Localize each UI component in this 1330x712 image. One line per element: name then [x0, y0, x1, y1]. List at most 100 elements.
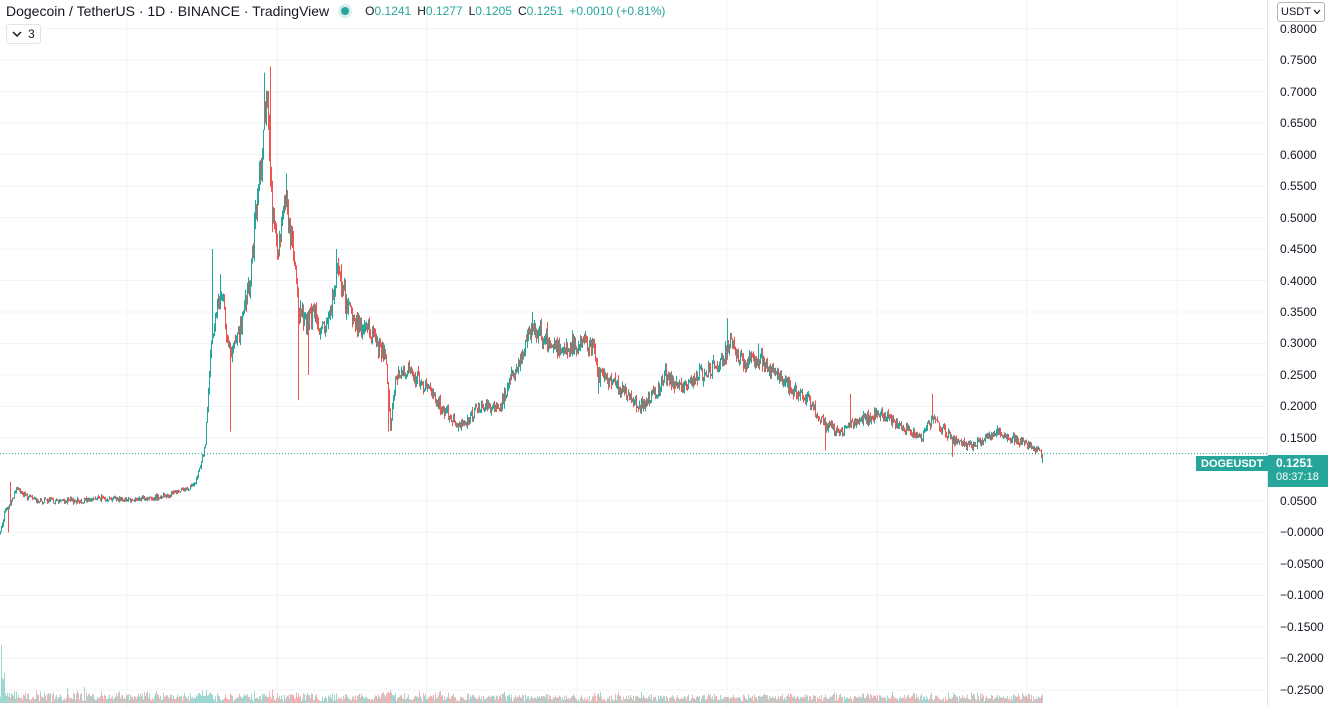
candle-body: [778, 373, 779, 380]
volume-bar: [434, 699, 435, 703]
candle-body: [752, 353, 753, 355]
candle-body: [704, 374, 705, 379]
price-tick-label: −0.1500: [1280, 619, 1324, 634]
candle-body: [460, 423, 461, 428]
candle-body: [867, 413, 868, 422]
volume-bar: [724, 697, 725, 703]
candle-body: [78, 498, 79, 502]
candle-body: [651, 391, 652, 402]
volume-bar: [808, 700, 809, 703]
volume-bar: [179, 695, 180, 703]
volume-bar: [455, 697, 456, 703]
volume-bar: [626, 695, 627, 703]
volume-bar: [844, 696, 845, 703]
candle-body: [198, 472, 199, 478]
candle-body: [495, 404, 496, 408]
candle-body: [644, 403, 645, 409]
candle-body: [66, 501, 67, 503]
volume-bar: [853, 698, 854, 703]
candle-body: [409, 365, 410, 370]
currency-select-button[interactable]: USDT: [1277, 2, 1325, 22]
candle-body: [443, 407, 444, 410]
volume-bar: [1000, 697, 1001, 703]
candle-body: [133, 500, 134, 502]
volume-bar: [932, 699, 933, 703]
candle-body: [617, 379, 618, 384]
candle-body: [643, 402, 644, 408]
candle-body: [667, 376, 668, 382]
volume-bar: [262, 693, 263, 703]
volume-bar: [521, 698, 522, 703]
candle-body: [954, 436, 955, 445]
candle-body: [298, 288, 299, 309]
candle-body: [857, 419, 858, 423]
volume-bar: [755, 697, 756, 703]
candle-body: [281, 217, 282, 241]
candle-body: [984, 439, 985, 441]
volume-bar: [261, 699, 262, 703]
candle-body: [530, 330, 531, 337]
market-status-icon[interactable]: [341, 7, 350, 15]
candle-body: [653, 389, 654, 394]
volume-bar: [312, 693, 313, 703]
volume-bar: [568, 697, 569, 703]
candle-body: [123, 500, 124, 502]
volume-bar: [790, 693, 791, 703]
volume-bar: [617, 695, 618, 703]
candle-body: [1014, 436, 1015, 443]
candle-body: [188, 490, 189, 492]
volume-bar: [694, 698, 695, 703]
volume-bar: [29, 699, 30, 703]
volume-bar: [633, 695, 634, 703]
price-tick-label: 0.2500: [1280, 367, 1317, 382]
volume-bar: [1030, 698, 1031, 703]
candle-body: [824, 420, 825, 422]
candle-body: [252, 253, 253, 260]
volume-bar: [422, 701, 423, 703]
price-tick-label: 0.8000: [1280, 21, 1317, 36]
candle-body: [315, 308, 316, 318]
volume-bar: [117, 696, 118, 703]
candle-body: [269, 120, 270, 158]
candlestick-chart[interactable]: [0, 0, 1267, 707]
volume-bar: [286, 696, 287, 703]
candle-body: [367, 327, 368, 330]
price-axis[interactable]: 0.8000 0.7500 0.7000 0.6500 0.6000 0.5500 0.50…: [1267, 0, 1330, 707]
candle-body: [937, 418, 938, 421]
volume-bar: [566, 695, 567, 703]
candle-body: [885, 414, 886, 419]
volume-bar: [178, 697, 179, 703]
candle-body: [681, 382, 682, 392]
volume-bar: [367, 698, 368, 703]
currency-label: USDT: [1281, 6, 1311, 18]
volume-bar: [879, 694, 880, 703]
volume-bar: [925, 699, 926, 703]
candle-body: [792, 391, 793, 394]
candle-body: [962, 443, 963, 446]
volume-bar: [632, 699, 633, 703]
volume-bar: [186, 697, 187, 703]
volume-bar: [975, 698, 976, 703]
studies-toggle-button[interactable]: 3: [6, 24, 41, 44]
candle-body: [750, 355, 751, 359]
candle-body: [484, 407, 485, 410]
candle-body: [15, 491, 16, 493]
candle-body: [558, 343, 559, 353]
candle-body: [413, 374, 414, 379]
candle-body: [506, 395, 507, 398]
candle-body: [661, 378, 662, 389]
volume-bar: [998, 698, 999, 703]
candle-body: [136, 498, 137, 500]
volume-bar: [965, 698, 966, 703]
volume-bar: [743, 694, 744, 703]
symbol-title[interactable]: Dogecoin / TetherUS · 1D · BINANCE · Tra…: [6, 3, 330, 19]
candle-body: [157, 495, 158, 500]
chart-area[interactable]: [0, 0, 1267, 707]
candle-body: [386, 354, 387, 364]
volume-bar: [275, 700, 276, 703]
volume-bar: [628, 695, 629, 703]
volume-bar: [608, 698, 609, 703]
candle-body: [996, 432, 997, 435]
candle-body: [678, 383, 679, 386]
candle-body: [734, 341, 735, 350]
